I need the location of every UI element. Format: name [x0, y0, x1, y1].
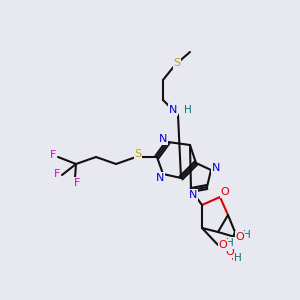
Text: H: H [226, 238, 234, 248]
Text: S: S [173, 58, 181, 68]
Text: F: F [50, 150, 56, 160]
Text: N: N [159, 134, 167, 144]
Text: O: O [219, 240, 227, 250]
Text: O: O [236, 232, 244, 242]
Text: N: N [169, 105, 177, 115]
Text: F: F [54, 169, 60, 179]
Text: O: O [220, 187, 230, 197]
Text: H: H [243, 230, 251, 240]
Text: S: S [134, 149, 142, 159]
Text: H: H [184, 105, 192, 115]
Text: N: N [156, 173, 164, 183]
Text: O: O [226, 247, 234, 257]
Text: N: N [212, 163, 220, 173]
Text: H: H [234, 253, 242, 263]
Text: F: F [74, 178, 80, 188]
Text: N: N [189, 190, 197, 200]
